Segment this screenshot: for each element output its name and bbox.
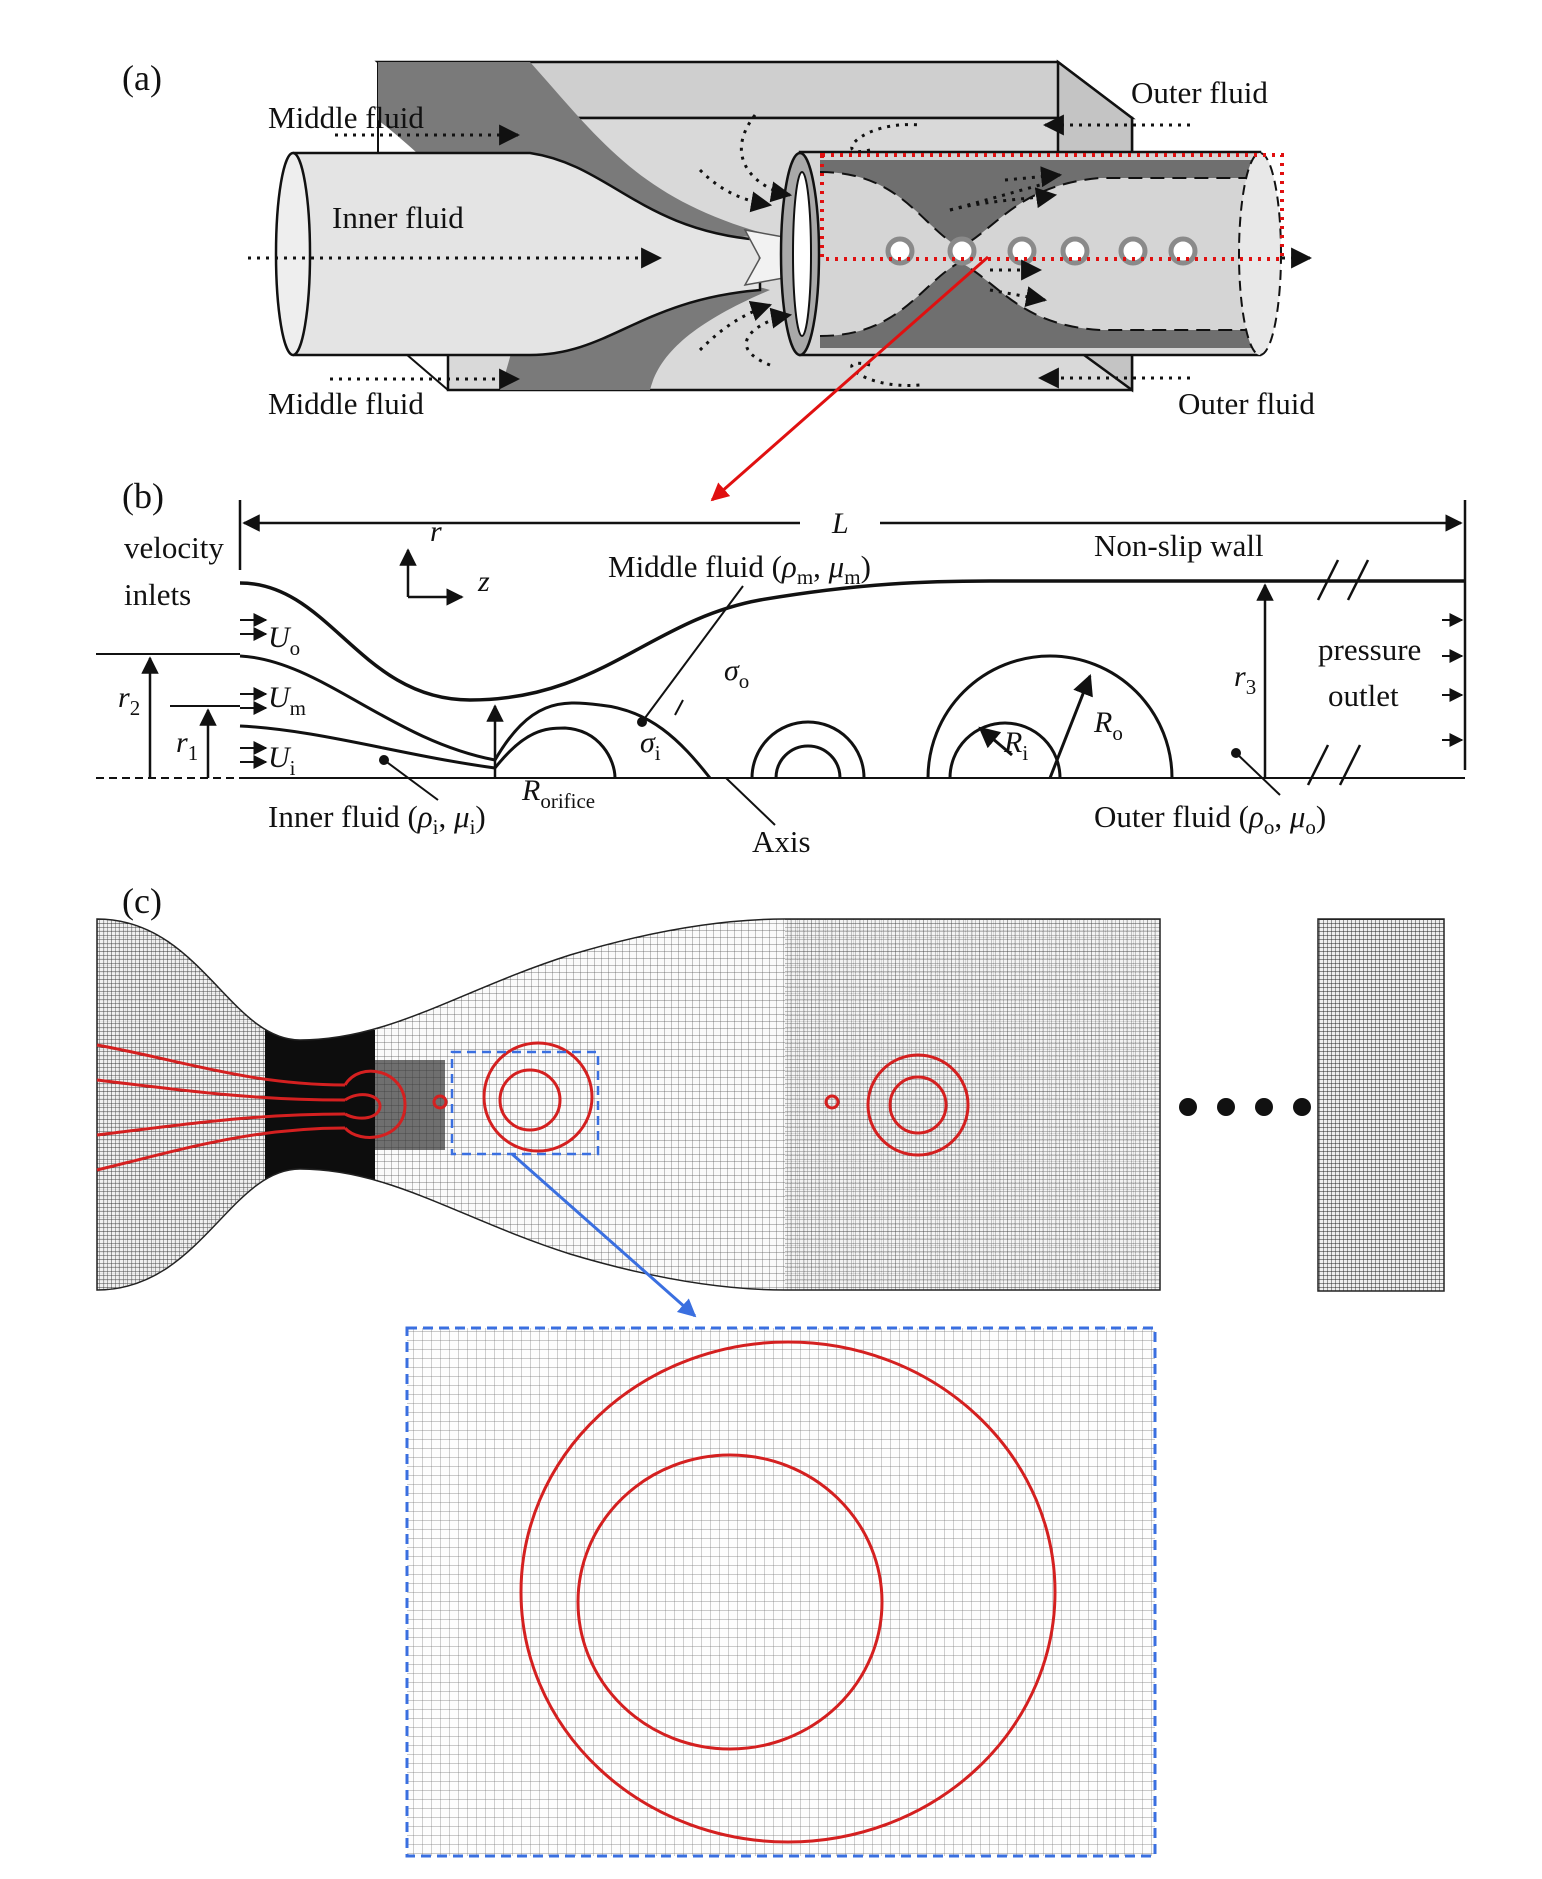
middle-inner-interface-upper xyxy=(239,654,496,762)
axis-r-label: r xyxy=(430,515,442,548)
droplet-inner-interface xyxy=(498,1068,562,1132)
compound-droplet-2-outer xyxy=(926,654,1174,779)
zoom-pointer-blue xyxy=(511,1152,697,1318)
middle-fluid-property-label: Middle fluid (ρm, μm) xyxy=(608,549,871,589)
panel-b-label: (b) xyxy=(122,476,164,516)
panel-a-label: (a) xyxy=(122,58,162,98)
selection-box xyxy=(820,153,1284,261)
zoomed-mesh xyxy=(405,1326,1157,1858)
droplet xyxy=(947,236,977,266)
sigma-i-label: σi xyxy=(640,726,661,765)
panel-c: (c) xyxy=(96,881,1445,1858)
droplet xyxy=(1060,236,1090,266)
droplet-outer-interface xyxy=(482,1041,594,1153)
outlet-arrows xyxy=(1442,613,1464,747)
axis-label: Axis xyxy=(752,824,811,859)
interface-contours xyxy=(96,1041,970,1172)
coordinate-axes: r z xyxy=(399,515,490,606)
non-slip-wall-label: Non-slip wall xyxy=(1094,528,1264,563)
middle-fluid-bottom-label: Middle fluid xyxy=(268,386,424,421)
middle-fluid-top-label: Middle fluid xyxy=(268,100,424,135)
droplet-outer-interface xyxy=(866,1053,970,1157)
length-L: L xyxy=(831,507,849,540)
R-i-label: Ri xyxy=(1003,726,1028,765)
outer-fluid-top-label: Outer fluid xyxy=(1131,75,1268,110)
inlet-arrows xyxy=(240,613,268,769)
computational-mesh xyxy=(97,919,1160,1290)
sigma-o-label: σo xyxy=(724,654,749,693)
droplet xyxy=(1007,236,1037,266)
panel-a: (a) xyxy=(122,58,1315,502)
pressure-outlet-line2: outlet xyxy=(1328,678,1399,713)
R-o-label: Ro xyxy=(1093,706,1123,745)
inner-fluid-property-label: Inner fluid (ρi, μi) xyxy=(268,799,486,839)
compound-droplet-1-outer xyxy=(750,720,866,779)
zoom-pointer-red xyxy=(710,255,989,502)
U-m-label: Um xyxy=(268,681,306,720)
pressure-outlet-line1: pressure xyxy=(1318,632,1421,667)
zoom-inner-interface xyxy=(576,1453,884,1751)
droplet xyxy=(1168,236,1198,266)
inner-fluid-label: Inner fluid xyxy=(332,200,464,235)
zoom-region-box xyxy=(450,1050,600,1156)
outer-fluid-bottom-label: Outer fluid xyxy=(1178,386,1315,421)
panel-c-label: (c) xyxy=(122,881,162,921)
R-orifice-label: Rorifice xyxy=(521,774,595,813)
compound-droplet-2-inner xyxy=(948,721,1062,779)
U-o-label: Uo xyxy=(268,621,300,660)
r-3-label: r3 xyxy=(1234,660,1256,699)
velocity-inlets-line2: inlets xyxy=(124,577,191,612)
r-1-label: r1 xyxy=(176,726,198,765)
compound-droplet-1-inner xyxy=(774,744,842,779)
ellipsis-dots xyxy=(1179,1098,1311,1116)
outer-fluid-property-label: Outer fluid (ρo, μo) xyxy=(1094,799,1326,839)
axis-z-label: z xyxy=(477,565,490,598)
inner-interface xyxy=(239,724,496,770)
zoom-outer-interface xyxy=(519,1340,1057,1844)
droplet-inner-interface xyxy=(888,1075,948,1135)
velocity-inlets-line1: velocity xyxy=(124,530,224,565)
panel-b: (b) L velocity inlets r z Non-slip wall xyxy=(96,476,1467,859)
outlet-mesh-segment xyxy=(1317,918,1445,1292)
U-i-label: Ui xyxy=(268,741,296,780)
outer-wall xyxy=(239,579,1465,702)
droplet xyxy=(885,236,915,266)
r-2-label: r2 xyxy=(118,681,140,720)
droplet xyxy=(1118,236,1148,266)
